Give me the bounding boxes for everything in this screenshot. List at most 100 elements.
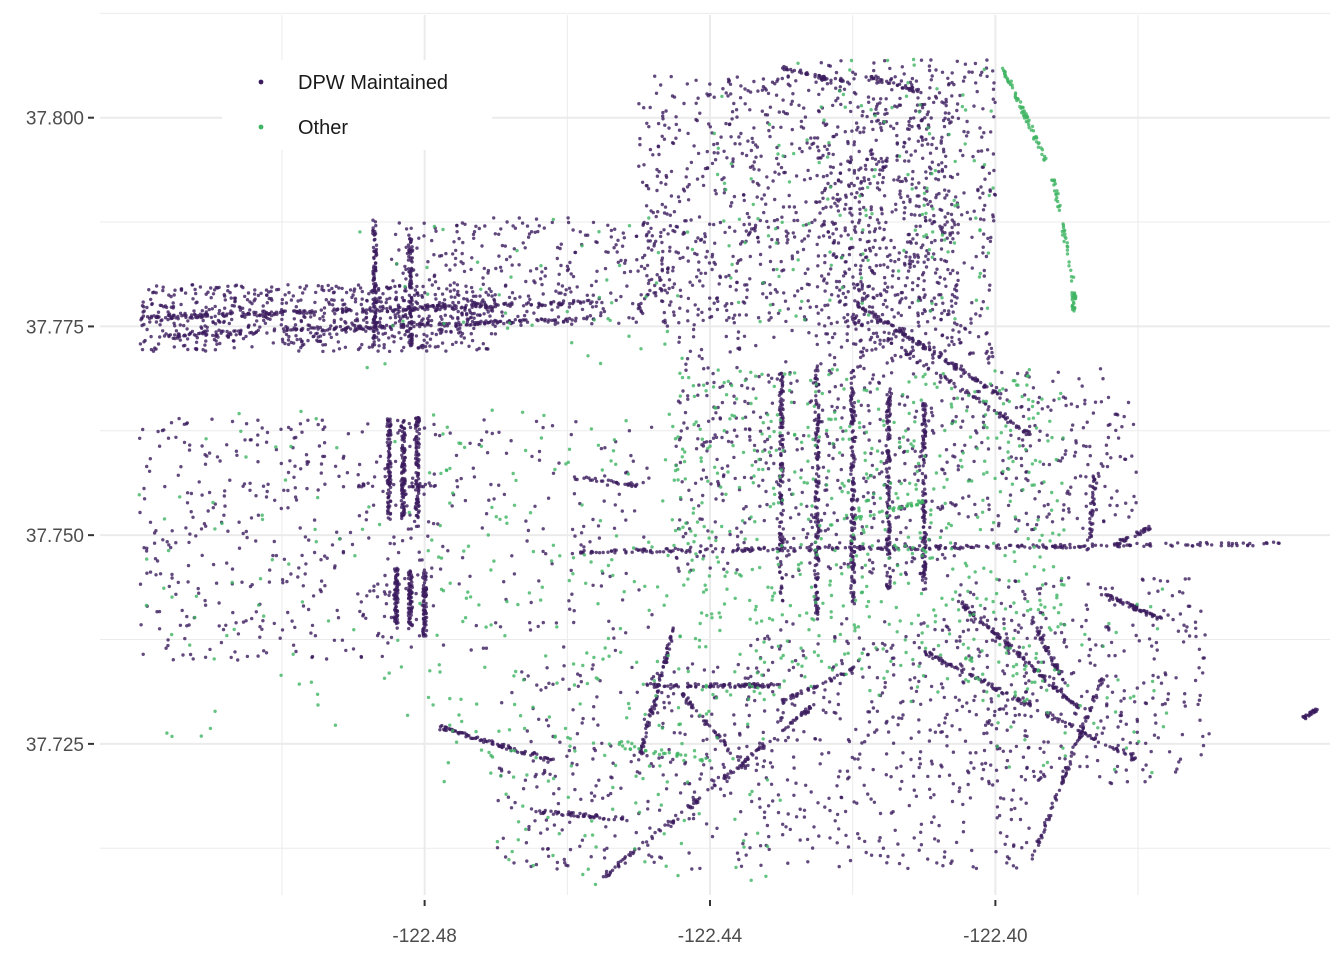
point-dpw-maintained: [994, 385, 999, 390]
point-dpw-maintained: [381, 635, 385, 639]
point-dpw-maintained: [555, 867, 559, 871]
point-dpw-maintained: [595, 695, 599, 699]
point-dpw-maintained: [948, 233, 952, 237]
point-dpw-maintained: [305, 462, 309, 466]
point-dpw-maintained: [832, 355, 837, 360]
point-dpw-maintained: [534, 267, 539, 271]
point-dpw-maintained: [486, 321, 490, 325]
point-dpw-maintained: [197, 315, 201, 319]
point-dpw-maintained: [883, 564, 887, 568]
point-dpw-maintained: [163, 304, 168, 308]
point-dpw-maintained: [872, 516, 876, 521]
point-dpw-maintained: [871, 706, 876, 710]
point-dpw-maintained: [485, 430, 489, 434]
point-dpw-maintained: [178, 623, 183, 627]
point-dpw-maintained: [1194, 634, 1198, 639]
point-dpw-maintained: [309, 331, 313, 335]
point-dpw-maintained: [431, 604, 436, 608]
point-dpw-maintained: [384, 323, 389, 327]
point-dpw-maintained: [907, 127, 911, 131]
point-dpw-maintained: [546, 724, 551, 728]
point-dpw-maintained: [568, 260, 572, 265]
point-dpw-maintained: [163, 484, 167, 489]
point-dpw-maintained: [251, 332, 255, 336]
point-dpw-maintained: [825, 488, 829, 492]
point-dpw-maintained: [279, 427, 283, 431]
point-dpw-maintained: [965, 701, 969, 705]
point-dpw-maintained: [556, 305, 560, 309]
point-dpw-maintained: [844, 295, 848, 300]
point-dpw-maintained: [294, 328, 298, 332]
point-dpw-maintained: [1005, 834, 1009, 839]
point-dpw-maintained: [748, 90, 753, 94]
point-dpw-maintained: [471, 232, 476, 237]
point-dpw-maintained: [380, 654, 384, 659]
point-dpw-maintained: [535, 785, 539, 789]
point-dpw-maintained: [930, 142, 934, 147]
point-dpw-maintained: [438, 567, 443, 571]
point-dpw-maintained: [935, 861, 939, 865]
point-dpw-maintained: [430, 238, 434, 243]
point-dpw-maintained: [720, 466, 724, 470]
point-dpw-maintained: [902, 261, 907, 266]
point-dpw-maintained: [766, 186, 770, 190]
point-dpw-maintained: [699, 271, 703, 275]
point-dpw-maintained: [950, 799, 955, 804]
point-dpw-maintained: [992, 81, 996, 85]
point-dpw-maintained: [923, 116, 927, 120]
point-dpw-maintained: [965, 119, 969, 124]
point-dpw-maintained: [203, 655, 208, 659]
point-dpw-maintained: [932, 793, 936, 797]
point-dpw-maintained: [827, 441, 832, 446]
point-dpw-maintained: [293, 323, 298, 327]
point-dpw-maintained: [738, 755, 743, 759]
point-dpw-maintained: [1178, 757, 1183, 761]
point-dpw-maintained: [603, 446, 607, 450]
point-dpw-maintained: [839, 795, 844, 800]
point-dpw-maintained: [448, 431, 452, 435]
point-dpw-maintained: [223, 504, 227, 508]
point-dpw-maintained: [925, 112, 929, 117]
point-dpw-maintained: [989, 740, 993, 745]
point-dpw-maintained: [834, 532, 838, 537]
point-dpw-maintained: [956, 464, 960, 468]
point-dpw-maintained: [326, 328, 330, 332]
point-dpw-maintained: [730, 301, 734, 306]
point-dpw-maintained: [827, 700, 832, 704]
point-dpw-maintained: [851, 70, 855, 75]
point-dpw-maintained: [1024, 690, 1029, 694]
point-dpw-maintained: [281, 309, 286, 313]
point-dpw-maintained: [163, 316, 168, 320]
point-dpw-maintained: [432, 422, 436, 427]
point-dpw-maintained: [834, 227, 839, 231]
point-dpw-maintained: [842, 316, 846, 320]
point-dpw-maintained: [283, 293, 287, 297]
point-dpw-maintained: [646, 187, 651, 191]
point-dpw-maintained: [421, 306, 425, 310]
point-dpw-maintained: [935, 267, 939, 271]
point-dpw-maintained: [423, 324, 427, 328]
point-dpw-maintained: [870, 700, 874, 704]
point-dpw-maintained: [506, 795, 511, 799]
point-dpw-maintained: [1004, 704, 1008, 708]
point-dpw-maintained: [200, 309, 204, 313]
point-dpw-maintained: [274, 553, 279, 558]
point-dpw-maintained: [222, 494, 226, 498]
point-dpw-maintained: [663, 823, 667, 827]
point-dpw-maintained: [661, 249, 665, 254]
point-dpw-maintained: [889, 775, 893, 779]
point-dpw-maintained: [221, 627, 226, 632]
point-dpw-maintained: [784, 573, 788, 577]
point-dpw-maintained: [541, 292, 545, 296]
point-dpw-maintained: [375, 595, 380, 599]
point-dpw-maintained: [470, 338, 475, 343]
point-dpw-maintained: [891, 332, 896, 336]
point-dpw-maintained: [284, 332, 289, 337]
point-dpw-maintained: [540, 270, 544, 274]
point-dpw-maintained: [923, 215, 927, 220]
point-dpw-maintained: [306, 607, 311, 612]
point-dpw-maintained: [768, 283, 772, 287]
point-dpw-maintained: [863, 839, 867, 844]
point-dpw-maintained: [893, 75, 897, 79]
point-dpw-maintained: [685, 82, 689, 86]
